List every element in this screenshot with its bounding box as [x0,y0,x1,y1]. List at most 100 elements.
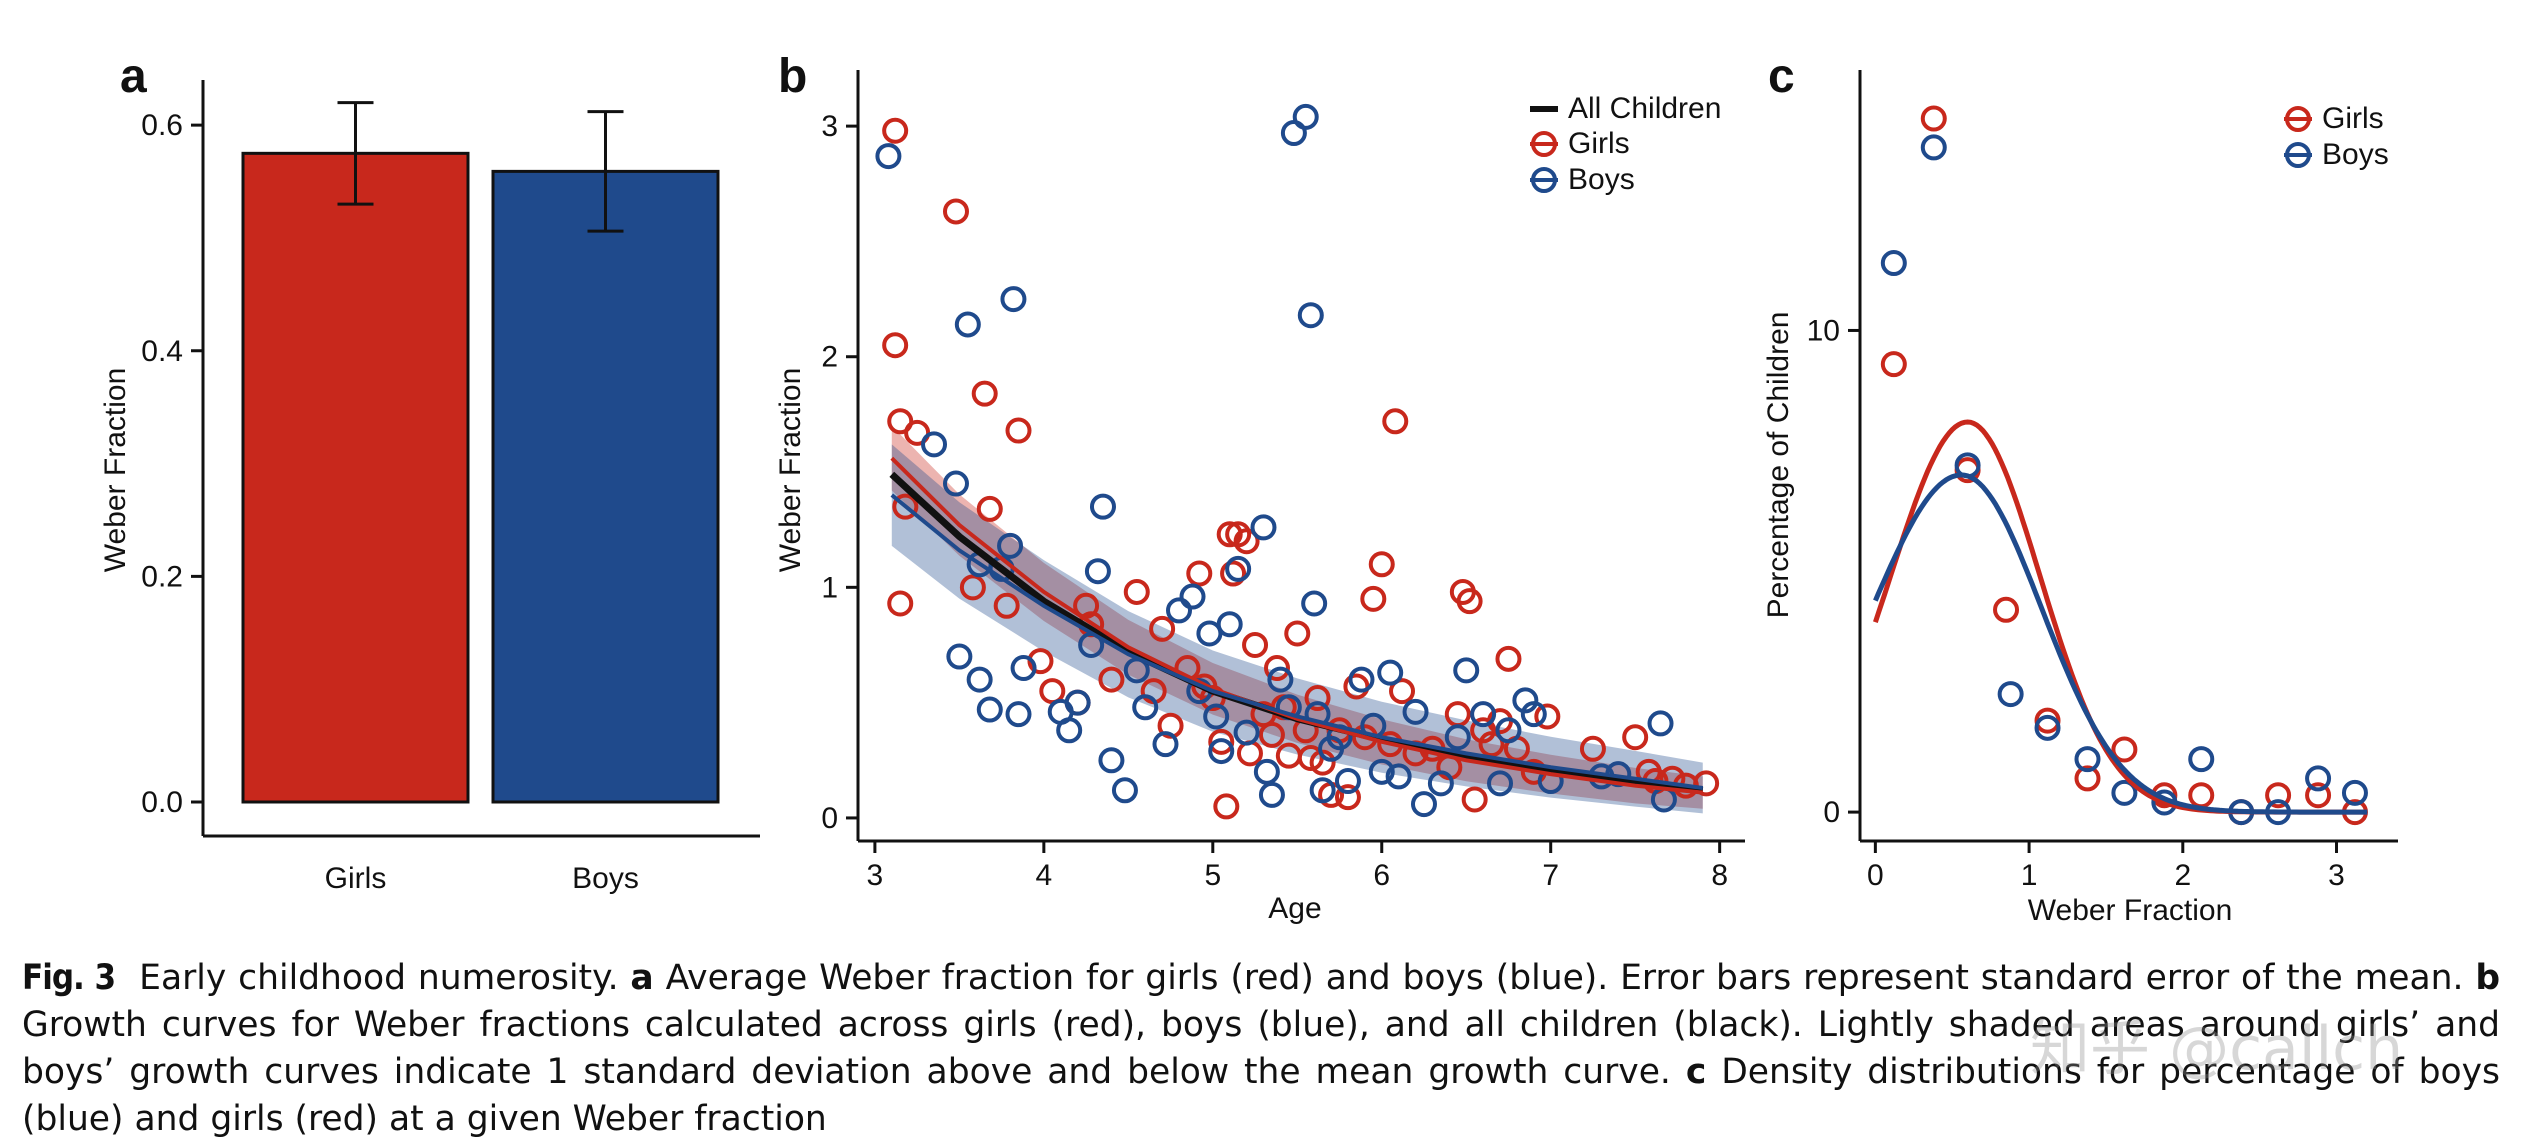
point-boys [1348,666,1375,693]
y-axis-label: Weber Fraction [99,368,132,573]
point-boys [1880,250,1907,277]
point-girls [1382,408,1409,435]
point-girls [1461,786,1488,813]
panel-a-bar-chart: a Girls Boys 0.0 0.2 0.4 0.6 Weber Fraction [99,50,760,895]
y-tick-label: 2 [821,341,838,374]
point-girls [1693,770,1720,797]
bar-boys [491,169,720,804]
point-boys [1196,620,1223,647]
y-tick-label: 0.0 [141,786,183,819]
point-girls [1993,596,2020,623]
point-boys [1152,731,1179,758]
point-boys [1495,717,1522,744]
x-tick-label: 7 [1542,859,1559,892]
legend-label: Boys [2322,138,2389,171]
point-boys [2034,714,2061,741]
y-tick-label: 0.4 [141,335,183,368]
point-girls [1622,724,1649,751]
legend-label: All Children [1568,92,1721,125]
y-axis-label: Weber Fraction [774,368,807,573]
curve-boys [890,493,1704,790]
point-girls [1208,728,1235,755]
point-boys [1377,659,1404,686]
point-boys [2188,746,2215,773]
point-boys [1250,514,1277,541]
point-girls [1264,655,1291,682]
x-tick-label: Boys [572,862,639,895]
point-boys [1208,738,1235,765]
y-tick-label: 0.2 [141,560,183,593]
point-girls [892,493,919,520]
point-boys [976,696,1003,723]
point-girls [1920,105,1947,132]
point-boys [1056,717,1083,744]
point-boys [1064,689,1091,716]
point-boys [1292,103,1319,130]
point-girls [2111,736,2138,763]
point-girls [882,117,909,144]
point-boys [1010,655,1037,682]
point-girls [1236,740,1263,767]
sd-band-boys [891,444,1703,814]
point-boys [1334,768,1361,795]
sd-bands [891,425,1703,814]
x-tick-label: 4 [1036,859,1053,892]
point-girls [1098,666,1125,693]
y-tick-label: 10 [1807,314,1840,347]
caption-a-label: a [630,958,654,998]
x-tick-label: Girls [325,862,387,895]
point-boys [1920,134,1947,161]
caption-c-text: Density distributions for percentage of … [22,1052,2501,1139]
figure-number: Fig. 3 [22,958,116,998]
point-boys [1402,698,1429,725]
point-boys [1005,701,1032,728]
point-boys [1647,710,1674,737]
point-girls [976,495,1003,522]
point-girls [2074,765,2101,792]
point-girls [1534,703,1561,730]
point-girls [2265,782,2292,809]
axes: 0 10 0 1 2 3 [1807,70,2398,892]
point-boys [1470,701,1497,728]
point-boys [1427,770,1454,797]
density-curves [1873,419,2368,815]
caption-b-text: Growth curves for Weber fractions calcul… [22,1005,2500,1092]
y-tick-label: 0 [821,802,838,835]
x-tick-label: 0 [1867,859,1884,892]
point-girls [1123,578,1150,605]
point-boys [2305,765,2332,792]
point-boys [1410,791,1437,818]
point-boys [1385,763,1412,790]
point-boys [997,532,1024,559]
caption-a-text: Average Weber fraction for girls (red) a… [665,958,2464,998]
caption-b-label: b [2475,958,2501,998]
point-boys [1297,302,1324,329]
point-boys [1000,286,1027,313]
point-boys [1084,558,1111,585]
point-girls [959,574,986,601]
y-tick-label: 0 [1823,796,1840,829]
legend-label: Boys [1568,163,1635,196]
point-girls [1242,631,1269,658]
x-tick-label: 3 [867,859,884,892]
axes: Girls Boys 0.0 0.2 0.4 0.6 [141,80,760,895]
point-boys [942,470,969,497]
point-girls [2034,707,2061,734]
point-girls [1186,560,1213,587]
point-girls [1389,678,1416,705]
caption-title: Early childhood numerosity. [139,958,619,998]
point-girls [1073,592,1100,619]
point-girls [882,332,909,359]
point-girls [1157,712,1184,739]
point-boys [2111,779,2138,806]
point-boys [1089,493,1116,520]
legend-label: Girls [2322,102,2384,135]
point-boys [1111,777,1138,804]
point-girls [1478,731,1505,758]
point-boys [1166,597,1193,624]
point-boys [1453,657,1480,684]
point-boys [1444,724,1471,751]
point-girls [993,592,1020,619]
